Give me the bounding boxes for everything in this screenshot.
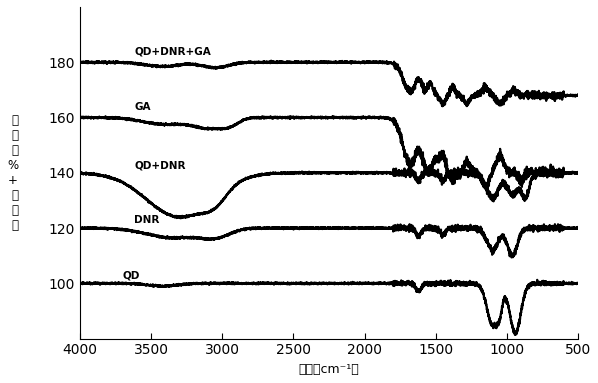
Y-axis label: 透
光
度
%
+
偏
移
量: 透 光 度 % + 偏 移 量: [7, 114, 18, 232]
Text: QD+DNR: QD+DNR: [134, 160, 185, 170]
X-axis label: 波数（cm⁻¹）: 波数（cm⁻¹）: [298, 363, 359, 376]
Text: GA: GA: [134, 102, 151, 112]
Text: DNR: DNR: [134, 215, 160, 225]
Text: QD+DNR+GA: QD+DNR+GA: [134, 47, 211, 57]
Text: QD: QD: [123, 271, 140, 281]
